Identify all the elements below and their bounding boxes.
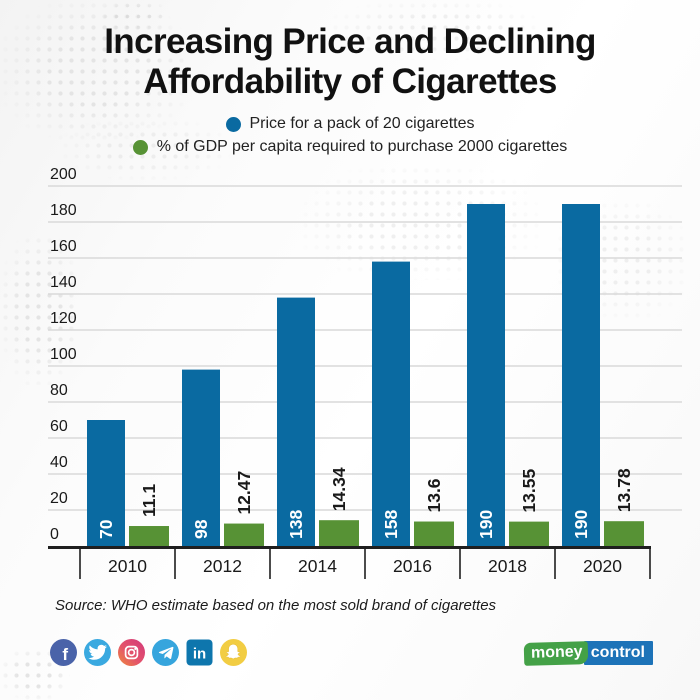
gdp-value-label: 12.47 [234,471,254,515]
legend-label: % of GDP per capita required to purchase… [156,138,568,155]
price-bar-2016 [372,261,410,546]
x-axis-label-2018: 2018 [488,556,527,576]
price-value-label: 70 [96,519,116,539]
chart-area: 0 20 40 60 80 100 120 140 160 180 200 70 11.1 2010 98 1… [0,158,700,597]
legend-label: Price for a pack of 20 cigarettes [249,115,475,132]
price-value-label: 190 [476,510,496,539]
gdp-value-label: 11.1 [139,484,159,517]
gdp-bar-2012 [224,523,264,546]
price-value-label: 98 [191,519,211,539]
gdp-bar-2016 [414,521,454,546]
y-axis-tick-label: 140 [50,274,77,291]
snapchat-icon[interactable] [220,639,247,666]
legend-item-price: Price for a pack of 20 cigarettes [225,115,475,133]
logo-money: money [523,640,589,666]
chart-legend: Price for a pack of 20 cigarettes % of G… [0,115,700,156]
title-line-2: Affordability of Cigarettes [143,61,557,101]
y-axis-tick-label: 60 [50,418,68,435]
y-axis-tick-label: 80 [50,382,68,399]
facebook-icon[interactable]: f [50,639,77,666]
price-value-label: 158 [381,510,401,539]
price-bar-2020 [562,204,600,546]
moneycontrol-logo: money control [523,640,653,666]
gdp-value-label: 13.6 [424,478,444,512]
svg-text:in: in [193,646,206,663]
y-axis-tick-label: 40 [50,454,68,471]
x-axis-label-2014: 2014 [298,556,337,576]
y-axis-tick-label: 120 [50,310,77,327]
price-value-label: 190 [571,510,591,539]
price-affordability-bar-chart: 0 20 40 60 80 100 120 140 160 180 200 70 11.1 2010 98 1… [48,166,682,579]
price-bar-2012 [182,369,220,546]
y-axis-tick-label: 20 [50,490,68,507]
x-axis-label-2020: 2020 [583,556,622,576]
gdp-legend-dot-icon [132,139,148,155]
linkedin-icon[interactable]: in [186,639,213,666]
title-line-1: Increasing Price and Declining [104,22,596,61]
x-axis-label-2016: 2016 [393,556,432,576]
source-note: Source: WHO estimate based on the most s… [55,597,497,614]
y-axis-tick-label: 100 [50,346,77,363]
x-axis-label-2010: 2010 [108,556,147,576]
gdp-value-label: 13.55 [519,469,539,513]
price-bar-2018 [467,204,505,546]
x-axis-label-2012: 2012 [203,556,242,576]
logo-control: control [583,641,653,665]
telegram-icon[interactable] [152,639,179,666]
y-axis-tick-label: 0 [50,526,59,543]
price-bar-2010 [87,420,125,546]
legend-item-gdp: % of GDP per capita required to purchase… [132,138,568,156]
price-value-label: 138 [286,510,306,539]
y-axis-tick-label: 160 [50,238,77,255]
page-title: Increasing Price and Declining Affordabi… [0,22,700,102]
instagram-icon[interactable] [118,639,145,666]
svg-text:f: f [62,645,68,664]
gdp-bar-2010 [129,526,169,546]
social-icons-row: f in [50,639,247,666]
gdp-bar-2014 [319,520,359,546]
price-legend-dot-icon [225,116,241,132]
gdp-value-label: 14.34 [329,467,349,511]
gdp-value-label: 13.78 [614,468,634,512]
y-axis-tick-label: 200 [50,166,77,183]
y-axis-tick-label: 180 [50,202,77,219]
gdp-bar-2020 [604,521,644,546]
price-bar-2014 [277,297,315,546]
gdp-bar-2018 [509,521,549,546]
twitter-icon[interactable] [84,639,111,666]
